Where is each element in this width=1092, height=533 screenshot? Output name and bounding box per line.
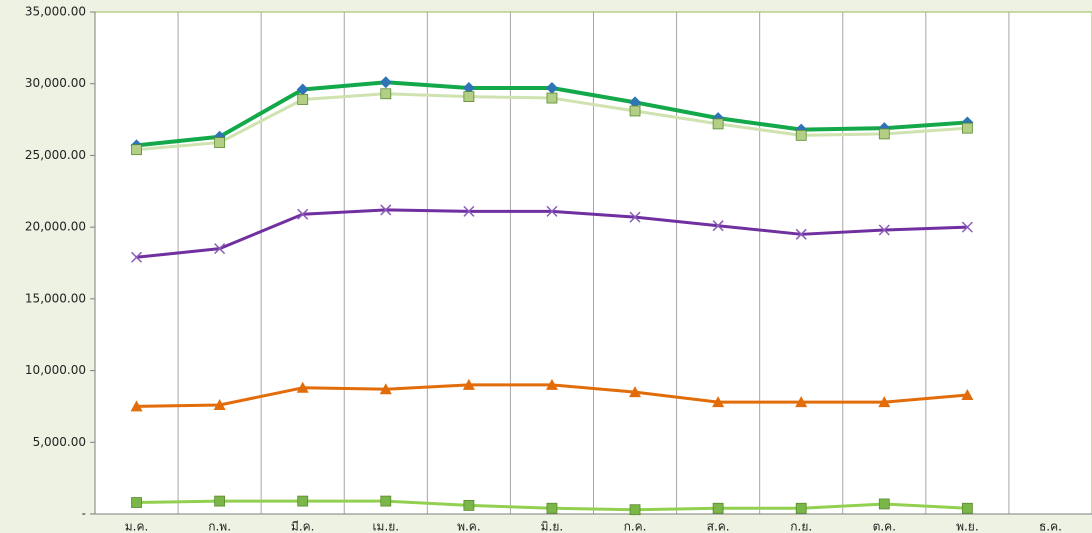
marker (712, 396, 725, 408)
marker (629, 504, 641, 516)
y-tick-label: 15,000.00 (25, 291, 86, 305)
marker (380, 204, 392, 216)
marker (214, 495, 226, 507)
marker (214, 137, 226, 148)
marker (463, 205, 475, 217)
marker (629, 105, 641, 117)
marker (629, 386, 642, 398)
marker (380, 495, 392, 507)
y-tick-label: 20,000.00 (25, 220, 86, 234)
marker (795, 396, 808, 408)
y-tick-label: 25,000.00 (25, 148, 86, 162)
marker (795, 502, 807, 514)
marker (878, 128, 890, 140)
marker (546, 92, 558, 104)
x-tick-label: เม.ย. (372, 520, 399, 533)
marker (629, 211, 641, 223)
marker (878, 396, 891, 408)
y-tick-label: 5,000.00 (33, 435, 86, 449)
marker (878, 224, 890, 236)
marker (462, 378, 475, 390)
marker (296, 381, 309, 393)
marker (379, 76, 392, 89)
marker (214, 243, 226, 255)
x-tick-label: ธ.ค. (1039, 520, 1062, 533)
y-tick-label: 30,000.00 (25, 76, 86, 90)
x-tick-label: ก.ย. (790, 520, 812, 533)
x-tick-label: ก.พ. (208, 520, 231, 533)
x-tick-label: ส.ค. (707, 520, 730, 533)
marker (546, 205, 558, 217)
marker (712, 220, 724, 232)
marker (130, 400, 143, 412)
marker (297, 208, 309, 220)
marker (296, 83, 309, 96)
marker (131, 144, 142, 156)
marker (463, 91, 475, 103)
marker (795, 228, 807, 240)
marker (629, 96, 642, 109)
x-tick-label: มิ.ย. (541, 520, 564, 533)
x-tick-label: ก.ค. (624, 520, 647, 533)
marker (961, 122, 973, 134)
marker (380, 88, 392, 100)
x-tick-label: ม.ค. (125, 520, 149, 533)
marker (712, 502, 724, 514)
x-tick-label: มี.ค. (291, 520, 315, 533)
x-tick-label: พ.ค. (457, 520, 481, 533)
y-tick-label: - (82, 507, 86, 521)
marker (961, 502, 973, 514)
marker (131, 497, 142, 508)
marker (961, 388, 974, 400)
x-tick-label: ต.ค. (873, 520, 896, 533)
marker (545, 82, 558, 95)
y-tick-label: 35,000.00 (25, 5, 86, 19)
marker (297, 495, 309, 507)
marker (878, 498, 890, 510)
marker (131, 251, 143, 263)
marker (961, 221, 973, 233)
marker (545, 378, 558, 390)
marker (462, 82, 475, 95)
marker (463, 499, 475, 511)
x-tick-label: พ.ย. (956, 520, 979, 533)
marker (712, 118, 724, 130)
y-tick-label: 10,000.00 (25, 363, 86, 377)
marker (795, 129, 807, 141)
marker (213, 398, 226, 410)
marker (546, 502, 558, 514)
marker (297, 94, 309, 105)
marker (379, 383, 392, 395)
